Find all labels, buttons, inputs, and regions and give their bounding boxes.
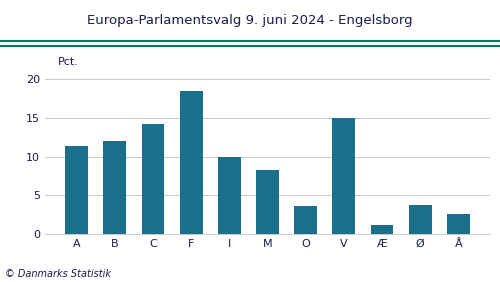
- Bar: [65, 146, 88, 234]
- Text: Europa-Parlamentsvalg 9. juni 2024 - Engelsborg: Europa-Parlamentsvalg 9. juni 2024 - Eng…: [87, 14, 413, 27]
- Text: © Danmarks Statistik: © Danmarks Statistik: [5, 269, 111, 279]
- Bar: [142, 124, 165, 234]
- Bar: [294, 206, 317, 234]
- Bar: [256, 170, 279, 234]
- Bar: [218, 157, 241, 234]
- Bar: [104, 141, 126, 234]
- Bar: [370, 225, 394, 234]
- Bar: [408, 205, 432, 234]
- Bar: [180, 91, 203, 234]
- Text: Pct.: Pct.: [58, 57, 78, 67]
- Bar: [447, 214, 470, 234]
- Bar: [332, 118, 355, 234]
